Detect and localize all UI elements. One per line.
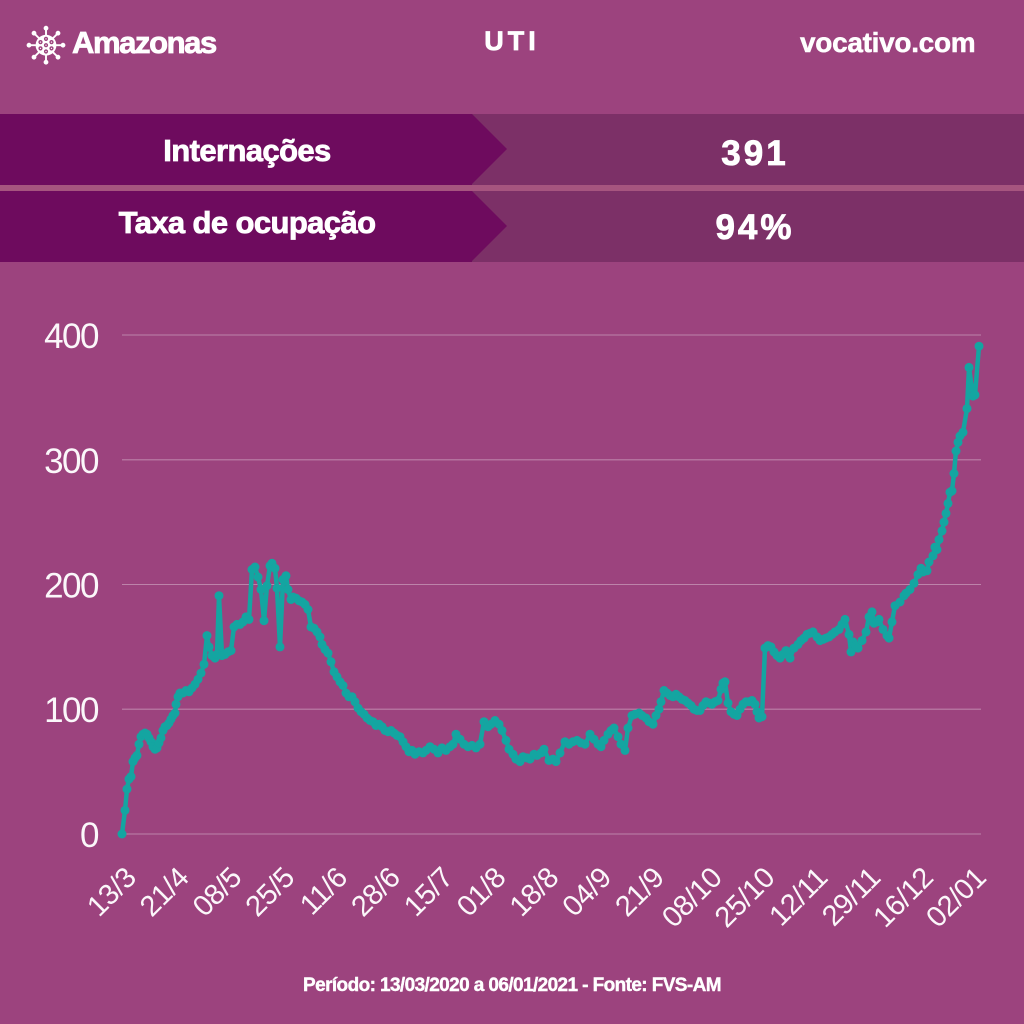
svg-text:08/5: 08/5 [187,862,248,923]
svg-text:04/9: 04/9 [557,862,618,923]
svg-text:0: 0 [80,816,99,855]
svg-text:25/10: 25/10 [709,862,781,934]
svg-text:18/8: 18/8 [504,862,565,923]
svg-text:16/12: 16/12 [867,862,939,934]
svg-text:01/8: 01/8 [451,862,512,923]
svg-text:200: 200 [44,567,99,606]
svg-text:28/6: 28/6 [345,862,406,923]
svg-text:21/4: 21/4 [134,862,195,923]
svg-text:300: 300 [44,442,99,481]
svg-text:02/01: 02/01 [920,862,992,934]
svg-text:29/11: 29/11 [816,862,887,933]
svg-text:25/5: 25/5 [240,862,301,923]
svg-text:12/11: 12/11 [763,862,834,933]
svg-text:400: 400 [44,317,99,356]
svg-text:11/6: 11/6 [294,862,354,922]
svg-text:08/10: 08/10 [656,862,728,934]
svg-text:100: 100 [44,691,99,730]
svg-text:15/7: 15/7 [398,862,459,923]
svg-text:13/3: 13/3 [81,862,142,923]
